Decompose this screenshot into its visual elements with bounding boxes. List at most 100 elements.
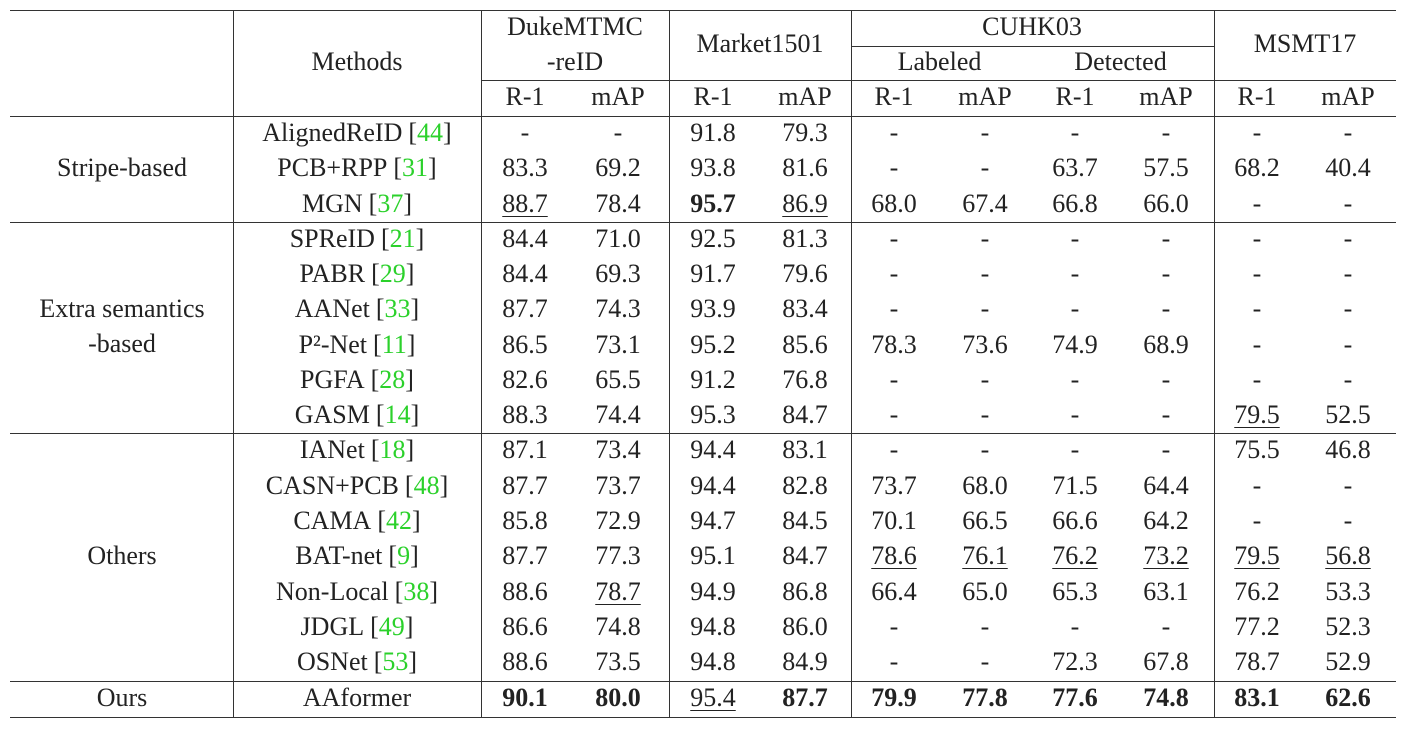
method-cell: PABR [29]	[300, 261, 415, 287]
value-cell: 76.1	[962, 541, 1008, 571]
method-ref: [53]	[373, 647, 418, 677]
value-cell: 84.5	[782, 505, 828, 535]
value-cell: -	[1070, 259, 1080, 289]
value-cell: 67.8	[1143, 647, 1189, 677]
value-cell: -	[1252, 364, 1262, 394]
value-cell: 78.7	[1234, 647, 1280, 677]
header-methods: Methods	[311, 47, 403, 76]
value-cell: 73.7	[595, 470, 641, 500]
value-cell: 85.8	[502, 505, 548, 535]
value-cell: 88.7	[502, 188, 548, 218]
value-cell: -	[889, 223, 899, 253]
rule	[10, 116, 1396, 117]
value-cell: 84.7	[782, 400, 828, 430]
value-cell: 56.8	[1325, 541, 1371, 571]
method-ref: [9]	[388, 541, 419, 571]
value-cell: 87.7	[782, 683, 828, 712]
value-cell: 91.8	[690, 118, 736, 147]
value-cell: -	[1252, 470, 1262, 500]
metric-name: mAP	[1321, 82, 1375, 111]
value-cell: 62.6	[1325, 683, 1371, 712]
value-cell: 64.4	[1143, 470, 1189, 500]
group-label: Extra semantics	[39, 294, 205, 324]
value-cell: -	[613, 118, 623, 147]
value-cell: -	[1070, 435, 1080, 465]
value-cell: -	[1252, 505, 1262, 535]
group-label: Ours	[96, 683, 148, 712]
method-name: OSNet	[296, 647, 368, 677]
method-ref: [33]	[375, 294, 420, 324]
method-name: CASN+PCB	[265, 470, 399, 500]
group-label: Others	[87, 541, 157, 571]
value-cell: -	[889, 118, 899, 147]
method-ref: [29]	[371, 259, 415, 289]
method-name: AANet	[294, 294, 370, 324]
value-cell: 83.1	[782, 435, 828, 465]
value-cell: 52.5	[1325, 400, 1371, 430]
value-cell: 52.3	[1325, 611, 1371, 641]
value-cell: 78.3	[871, 329, 917, 359]
method-ref: [11]	[373, 329, 416, 359]
value-cell: 85.6	[782, 329, 828, 359]
value-cell: -	[1070, 400, 1080, 430]
value-cell: -	[1161, 118, 1171, 147]
value-cell: -	[889, 400, 899, 430]
value-cell: 74.8	[595, 611, 641, 641]
value-cell: 94.7	[690, 505, 736, 535]
value-cell: 95.4	[690, 683, 736, 712]
method-ref: [42]	[377, 505, 421, 535]
metric-name: mAP	[1139, 82, 1193, 111]
metric-name: R-1	[1055, 82, 1095, 111]
value-cell: 75.5	[1234, 435, 1280, 465]
method-ref: [28]	[370, 364, 414, 394]
value-cell: 74.3	[595, 294, 641, 324]
value-cell: 79.5	[1234, 400, 1280, 430]
value-cell: -	[1252, 188, 1262, 218]
dataset-name: -reID	[546, 47, 604, 76]
value-cell: -	[980, 223, 990, 253]
value-cell: 67.4	[962, 188, 1008, 218]
rule	[10, 717, 1396, 718]
value-cell: 73.2	[1143, 541, 1189, 571]
value-cell: 88.6	[502, 647, 548, 677]
value-cell: 88.6	[502, 576, 548, 606]
value-cell: 94.4	[690, 470, 736, 500]
value-cell: -	[980, 611, 990, 641]
value-cell: 86.8	[782, 576, 828, 606]
value-cell: 68.9	[1143, 329, 1189, 359]
value-cell: 63.7	[1052, 153, 1098, 183]
value-cell: 93.8	[690, 153, 736, 183]
value-cell: -	[889, 647, 899, 677]
value-cell: -	[980, 118, 990, 147]
method-ref: [44]	[408, 118, 452, 147]
value-cell: 94.8	[690, 647, 736, 677]
method-cell: OSNet [53]	[297, 649, 417, 675]
value-cell: -	[980, 364, 990, 394]
value-cell: 94.4	[690, 435, 736, 465]
rule	[10, 681, 1396, 682]
method-cell: PCB+RPP [31]	[277, 155, 436, 181]
value-cell: 77.2	[1234, 611, 1280, 641]
value-cell: 65.5	[595, 364, 641, 394]
method-name: GASM	[294, 400, 370, 430]
method-ref: [21]	[380, 223, 425, 253]
metric-name: mAP	[591, 82, 645, 111]
method-name: PABR	[299, 259, 366, 289]
value-cell: 65.0	[962, 576, 1008, 606]
value-cell: 64.2	[1143, 505, 1189, 535]
value-cell: -	[520, 118, 530, 147]
value-cell: 95.3	[690, 400, 736, 430]
column-rule	[1214, 10, 1215, 718]
value-cell: 79.5	[1234, 541, 1280, 571]
value-cell: -	[1161, 611, 1171, 641]
value-cell: 79.9	[871, 683, 917, 712]
value-cell: -	[1252, 259, 1262, 289]
value-cell: 46.8	[1325, 435, 1371, 465]
method-name: CAMA	[293, 505, 372, 535]
value-cell: 77.8	[962, 683, 1008, 712]
value-cell: 78.7	[595, 576, 641, 606]
value-cell: -	[889, 294, 899, 324]
subset-name: Labeled	[897, 47, 982, 76]
value-cell: -	[1161, 223, 1171, 253]
value-cell: 79.6	[782, 259, 828, 289]
